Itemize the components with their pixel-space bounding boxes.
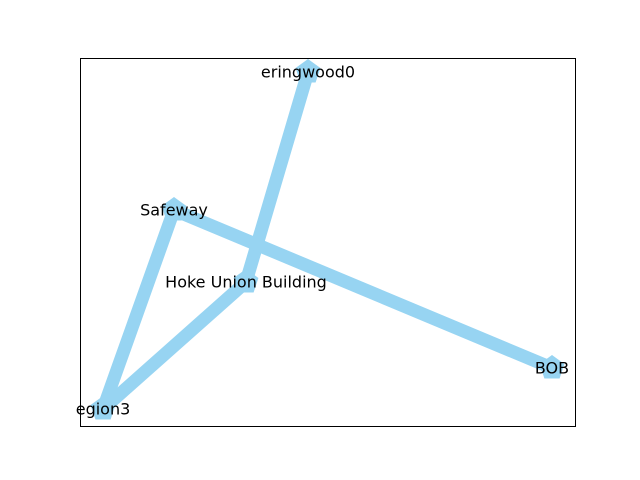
node-safeway [161, 197, 187, 221]
edge-safeway-to-bob [171, 204, 555, 374]
node-hoke-union-building [233, 269, 259, 293]
node-label-safeway: Safeway [140, 201, 208, 220]
plot-frame [80, 58, 576, 427]
node-label-eringwood0: eringwood0 [261, 63, 355, 82]
node-bob [539, 355, 565, 379]
labels-layer: eringwood0 Safeway Hoke Union Building BOB e… [76, 63, 569, 419]
edge-safeway-to-egion3 [96, 207, 181, 412]
edges-layer [96, 70, 555, 414]
node-label-bob: BOB [535, 359, 569, 378]
nodes-layer [90, 59, 565, 420]
node-label-hoke-union-building: Hoke Union Building [165, 273, 327, 292]
edge-hoke-union-building-to-egion3 [98, 277, 251, 414]
node-label-egion3: egion3 [76, 400, 131, 419]
node-egion3 [90, 396, 116, 420]
node-eringwood0 [295, 59, 321, 83]
